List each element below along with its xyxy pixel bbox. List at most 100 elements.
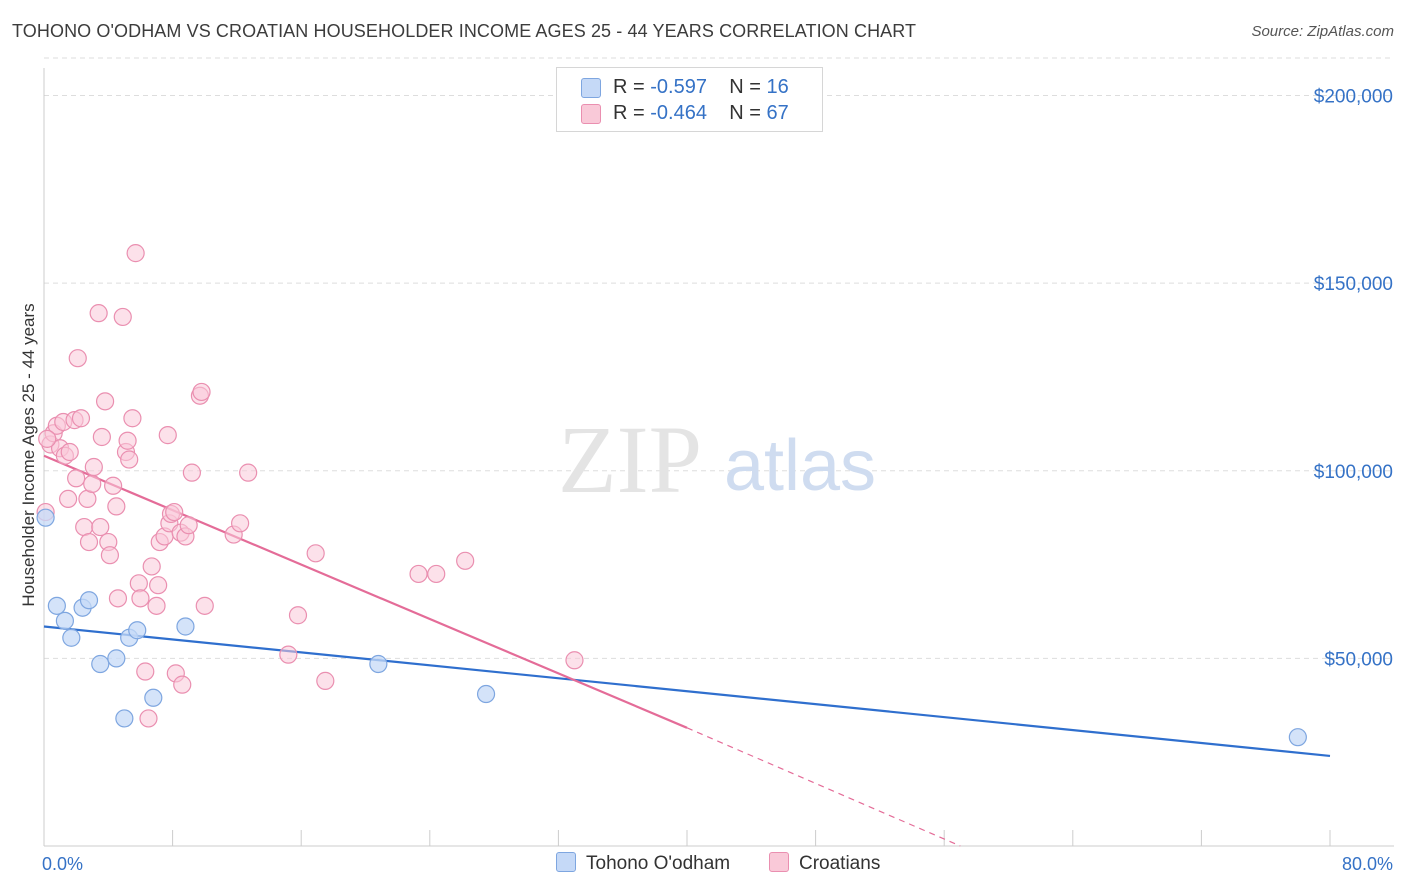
trend-line-croatian-extension — [686, 727, 961, 847]
data-point-croatian — [158, 426, 177, 445]
data-point-croatian — [91, 517, 110, 537]
bottom-legend-tohono: Tohono O'odham — [556, 852, 730, 875]
legend-r-label: R = — [613, 102, 645, 124]
data-point-croatian — [192, 382, 211, 402]
bottom-legend-label-tohono: Tohono O'odham — [586, 853, 731, 874]
data-point-croatian — [118, 431, 137, 450]
data-point-croatian — [75, 517, 94, 537]
tohono-points — [36, 508, 1307, 747]
watermark-zip: ZIP — [558, 406, 702, 513]
data-point-croatian — [179, 516, 198, 535]
data-point-croatian — [78, 489, 97, 509]
legend-r-value-tohono: -0.597 — [650, 76, 707, 98]
data-point-croatian — [67, 469, 86, 488]
data-point-croatian — [95, 392, 115, 411]
grid-lines — [44, 57, 1394, 659]
y-tick-label: $200,000 — [1314, 87, 1393, 108]
source-label: Source: ZipAtlas.com — [1251, 23, 1394, 40]
data-point-croatian — [92, 427, 111, 447]
data-point-croatian — [89, 304, 108, 323]
data-point-tohono — [47, 596, 66, 615]
data-point-croatian — [279, 645, 298, 664]
data-point-tohono — [176, 617, 195, 636]
data-point-croatian — [120, 450, 139, 469]
legend-n-value-croatian: 67 — [766, 102, 789, 124]
data-point-croatian — [68, 349, 87, 368]
axis-labels: $50,000 $100,000 $150,000 $200,000 0.0% 80.0%… — [19, 87, 1393, 874]
x-tick-label-min: 0.0% — [42, 854, 83, 874]
legend-n-value-tohono: 16 — [766, 76, 789, 98]
legend-n-label: N = — [729, 76, 761, 98]
data-point-tohono — [36, 508, 55, 527]
bottom-legend-label-croatian: Croatians — [799, 853, 881, 874]
y-tick-label: $150,000 — [1314, 274, 1393, 295]
data-point-croatian — [147, 596, 166, 615]
data-point-tohono — [55, 611, 74, 630]
legend-swatch-croatian — [581, 104, 601, 124]
trend-lines — [43, 454, 1331, 847]
data-point-croatian — [139, 709, 158, 728]
watermark: ZIP atlas — [558, 406, 876, 513]
data-point-croatian — [409, 564, 428, 584]
data-point-croatian — [149, 576, 168, 595]
bottom-legend-swatch-tohono — [556, 852, 576, 872]
bottom-legend-croatian: Croatians — [769, 852, 880, 875]
data-point-croatian — [59, 489, 78, 509]
data-point-croatian — [136, 662, 155, 681]
data-point-croatian — [129, 574, 148, 593]
data-point-croatian — [456, 551, 475, 570]
y-tick-label: $100,000 — [1314, 462, 1393, 483]
y-tick-label: $50,000 — [1324, 649, 1393, 670]
data-point-croatian — [288, 606, 308, 625]
data-point-croatian — [165, 502, 184, 522]
data-point-tohono — [91, 654, 110, 674]
data-point-croatian — [113, 307, 132, 327]
data-point-croatian — [126, 244, 145, 263]
data-point-croatian — [182, 463, 201, 482]
data-point-tohono — [1288, 728, 1307, 747]
data-point-croatian — [100, 546, 120, 565]
data-point-tohono — [62, 628, 81, 647]
croatian-points — [36, 244, 584, 728]
data-point-tohono — [115, 709, 134, 728]
data-point-croatian — [173, 675, 192, 694]
data-point-croatian — [84, 457, 103, 477]
data-point-tohono — [128, 621, 147, 640]
legend-n-label: N = — [729, 102, 761, 124]
data-point-croatian — [142, 557, 161, 576]
data-point-tohono — [369, 654, 388, 674]
data-point-tohono — [476, 684, 496, 704]
data-point-croatian — [565, 651, 584, 670]
data-point-croatian — [107, 497, 126, 516]
axes — [43, 68, 1394, 847]
data-point-croatian — [60, 442, 79, 462]
trend-line-tohono — [43, 625, 1331, 758]
data-point-croatian — [316, 671, 335, 690]
data-point-croatian — [195, 596, 214, 615]
data-point-croatian — [83, 474, 102, 493]
data-point-tohono — [107, 649, 126, 668]
y-axis-title: Householder Income Ages 25 - 44 years — [19, 303, 38, 606]
bottom-legend-swatch-croatian — [769, 852, 789, 872]
data-point-croatian — [231, 514, 250, 533]
data-point-croatian — [306, 544, 325, 563]
legend-r-value-croatian: -0.464 — [650, 102, 707, 124]
data-point-croatian — [104, 476, 123, 495]
trend-line-croatian — [43, 454, 688, 729]
data-point-tohono — [144, 688, 163, 707]
data-point-croatian — [123, 409, 142, 428]
data-point-croatian — [71, 409, 91, 428]
data-point-croatian — [108, 589, 128, 608]
data-point-croatian — [38, 429, 57, 448]
x-tick-label-max: 80.0% — [1342, 854, 1393, 874]
data-point-croatian — [79, 532, 99, 552]
correlation-legend: R = -0.597 N = 16 R = -0.464 N = 67 — [556, 67, 823, 132]
legend-swatch-tohono — [581, 78, 601, 98]
chart-title: TOHONO O'ODHAM VS CROATIAN HOUSEHOLDER I… — [12, 21, 917, 41]
data-point-croatian — [239, 463, 258, 482]
legend-r-label: R = — [613, 76, 645, 98]
data-point-croatian — [131, 589, 150, 608]
data-point-tohono — [79, 591, 99, 610]
data-point-croatian — [427, 564, 446, 584]
